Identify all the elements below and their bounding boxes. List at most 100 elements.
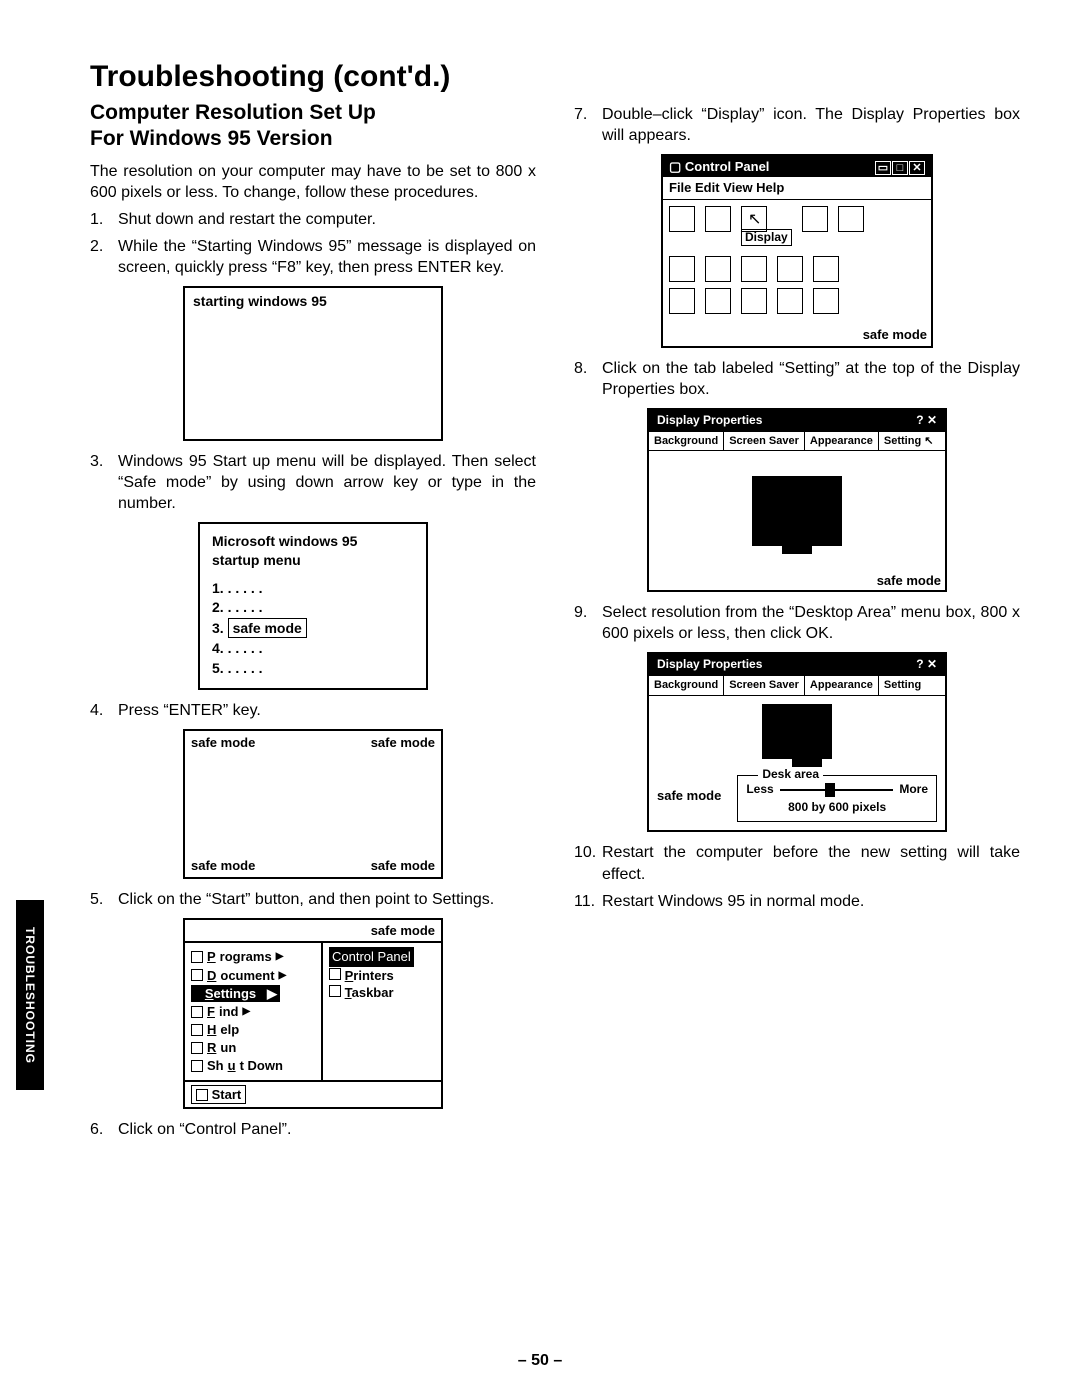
more-label: More <box>899 782 928 798</box>
tab-appearance[interactable]: Appearance <box>805 676 879 695</box>
step-8: Click on the tab labeled “Setting” at th… <box>602 358 1020 400</box>
step-num: 7. <box>574 104 602 146</box>
side-tab: TROUBLESHOOTING <box>16 900 44 1090</box>
control-panel-item[interactable]: Control Panel <box>329 947 414 966</box>
display-icon-group[interactable]: ↖ Display <box>741 206 792 251</box>
step-num: 9. <box>574 602 602 644</box>
dp-tabs[interactable]: Background Screen Saver Appearance Setti… <box>649 432 945 452</box>
step-num: 6. <box>90 1119 118 1140</box>
cp-icon[interactable] <box>705 288 731 314</box>
safe-mode-label: safe mode <box>371 857 435 874</box>
desk-area-label: Desk area <box>758 767 823 783</box>
start-button-row: Start <box>185 1080 441 1107</box>
menu-item: 2. . . . . . <box>212 598 414 616</box>
figure-display-props-1: Display Properties ? ✕ Background Screen … <box>647 408 947 593</box>
step-6: Click on “Control Panel”. <box>118 1119 536 1140</box>
menu-item: 5. . . . . . <box>212 659 414 677</box>
cp-icon[interactable] <box>669 288 695 314</box>
cp-icon[interactable] <box>705 256 731 282</box>
start-button[interactable]: Start <box>191 1085 246 1104</box>
safe-mode-label: safe mode <box>191 734 255 751</box>
step-3: Windows 95 Start up menu will be display… <box>118 451 536 514</box>
fig1-title: starting windows 95 <box>193 292 433 310</box>
tab-screensaver[interactable]: Screen Saver <box>724 432 805 451</box>
step-num: 11. <box>574 891 602 912</box>
tab-background[interactable]: Background <box>649 432 724 451</box>
monitor-icon <box>752 476 842 546</box>
cp-icon[interactable] <box>669 256 695 282</box>
dp2-safemode: safe mode <box>657 787 721 804</box>
page-number: – 50 – <box>0 1352 1080 1370</box>
menu-icon <box>191 1006 203 1018</box>
cp-title-text: Control Panel <box>685 159 770 174</box>
figure-start-menu: safe mode Programs ▶ Document ▶ Settings… <box>183 918 443 1108</box>
less-label: Less <box>746 782 773 798</box>
menu-item: 4. . . . . . <box>212 639 414 657</box>
cp-icon[interactable] <box>802 206 828 232</box>
cp-safemode: safe mode <box>663 326 931 345</box>
step-num: 5. <box>90 889 118 910</box>
dp-safemode: safe mode <box>649 571 945 590</box>
menu-item: 1. . . . . . <box>212 579 414 597</box>
dp-title: Display Properties <box>657 413 762 429</box>
cp-icon[interactable] <box>741 288 767 314</box>
tab-appearance[interactable]: Appearance <box>805 432 879 451</box>
menu-icon <box>191 1060 203 1072</box>
fig4-safemode: safe mode <box>185 920 441 943</box>
window-buttons[interactable]: ▭□✕ <box>874 158 925 175</box>
step-10: Restart the computer before the new sett… <box>602 842 1020 884</box>
tab-setting[interactable]: Setting <box>879 676 926 695</box>
fig2-title: Microsoft windows 95startup menu <box>212 532 414 568</box>
cp-icon[interactable] <box>813 288 839 314</box>
cp-icon[interactable] <box>669 206 695 232</box>
desk-area-box: Desk area Less More 800 by 600 pixels <box>737 775 937 823</box>
left-column: Computer Resolution Set Up For Windows 9… <box>90 100 536 1146</box>
step-num: 1. <box>90 209 118 230</box>
cp-icon[interactable] <box>813 256 839 282</box>
step-7: Double–click “Display” icon. The Display… <box>602 104 1020 146</box>
menu-item: 3. safe mode <box>212 618 414 638</box>
cp-icon[interactable] <box>777 256 803 282</box>
tab-background[interactable]: Background <box>649 676 724 695</box>
safe-mode-label: safe mode <box>371 734 435 751</box>
menu-icon <box>191 951 203 963</box>
menu-icon <box>329 968 341 980</box>
step-11: Restart Windows 95 in normal mode. <box>602 891 1020 912</box>
tab-screensaver[interactable]: Screen Saver <box>724 676 805 695</box>
tab-setting[interactable]: Setting ↖ <box>879 432 939 451</box>
settings-highlight[interactable]: Settings ▶ <box>191 985 280 1002</box>
safe-mode-box: safe mode <box>228 618 307 638</box>
step-num: 8. <box>574 358 602 400</box>
right-column: 7. Double–click “Display” icon. The Disp… <box>574 100 1020 1146</box>
resolution-slider[interactable]: Less More <box>746 782 928 798</box>
cp-icon[interactable] <box>777 288 803 314</box>
menu-icon <box>191 1042 203 1054</box>
dp-close-icon[interactable]: ? ✕ <box>916 657 937 673</box>
figure-startup-menu: Microsoft windows 95startup menu 1. . . … <box>198 522 428 690</box>
section-subtitle: Computer Resolution Set Up For Windows 9… <box>90 100 536 153</box>
menu-icon <box>191 969 203 981</box>
step-2: While the “Starting Windows 95” message … <box>118 236 536 278</box>
dp-close-icon[interactable]: ? ✕ <box>916 413 937 429</box>
cp-icon[interactable] <box>838 206 864 232</box>
cp-icon[interactable] <box>705 206 731 232</box>
cp-title: ▢ Control Panel <box>669 158 769 175</box>
step-4: Press “ENTER” key. <box>118 700 536 721</box>
menu-icon <box>329 985 341 997</box>
figure-safemode-corners: safe mode safe mode safe mode safe mode <box>183 729 443 879</box>
safe-mode-label: safe mode <box>191 857 255 874</box>
resolution-value: 800 by 600 pixels <box>746 800 928 816</box>
display-label: Display <box>741 229 792 247</box>
dp2-tabs[interactable]: Background Screen Saver Appearance Setti… <box>649 676 945 696</box>
step-9: Select resolution from the “Desktop Area… <box>602 602 1020 644</box>
subtitle-line1: Computer Resolution Set Up <box>90 101 376 124</box>
step-1: Shut down and restart the computer. <box>118 209 536 230</box>
dp2-title: Display Properties <box>657 657 762 673</box>
menu-item-num: 3. <box>212 620 224 636</box>
settings-submenu: Control Panel Printers Taskbar <box>321 943 441 1079</box>
cp-icon[interactable] <box>741 256 767 282</box>
figure-starting-windows: starting windows 95 <box>183 286 443 441</box>
cp-menu-bar[interactable]: File Edit View Help <box>663 177 931 199</box>
start-label: Start <box>212 1087 242 1102</box>
intro-text: The resolution on your computer may have… <box>90 161 536 203</box>
